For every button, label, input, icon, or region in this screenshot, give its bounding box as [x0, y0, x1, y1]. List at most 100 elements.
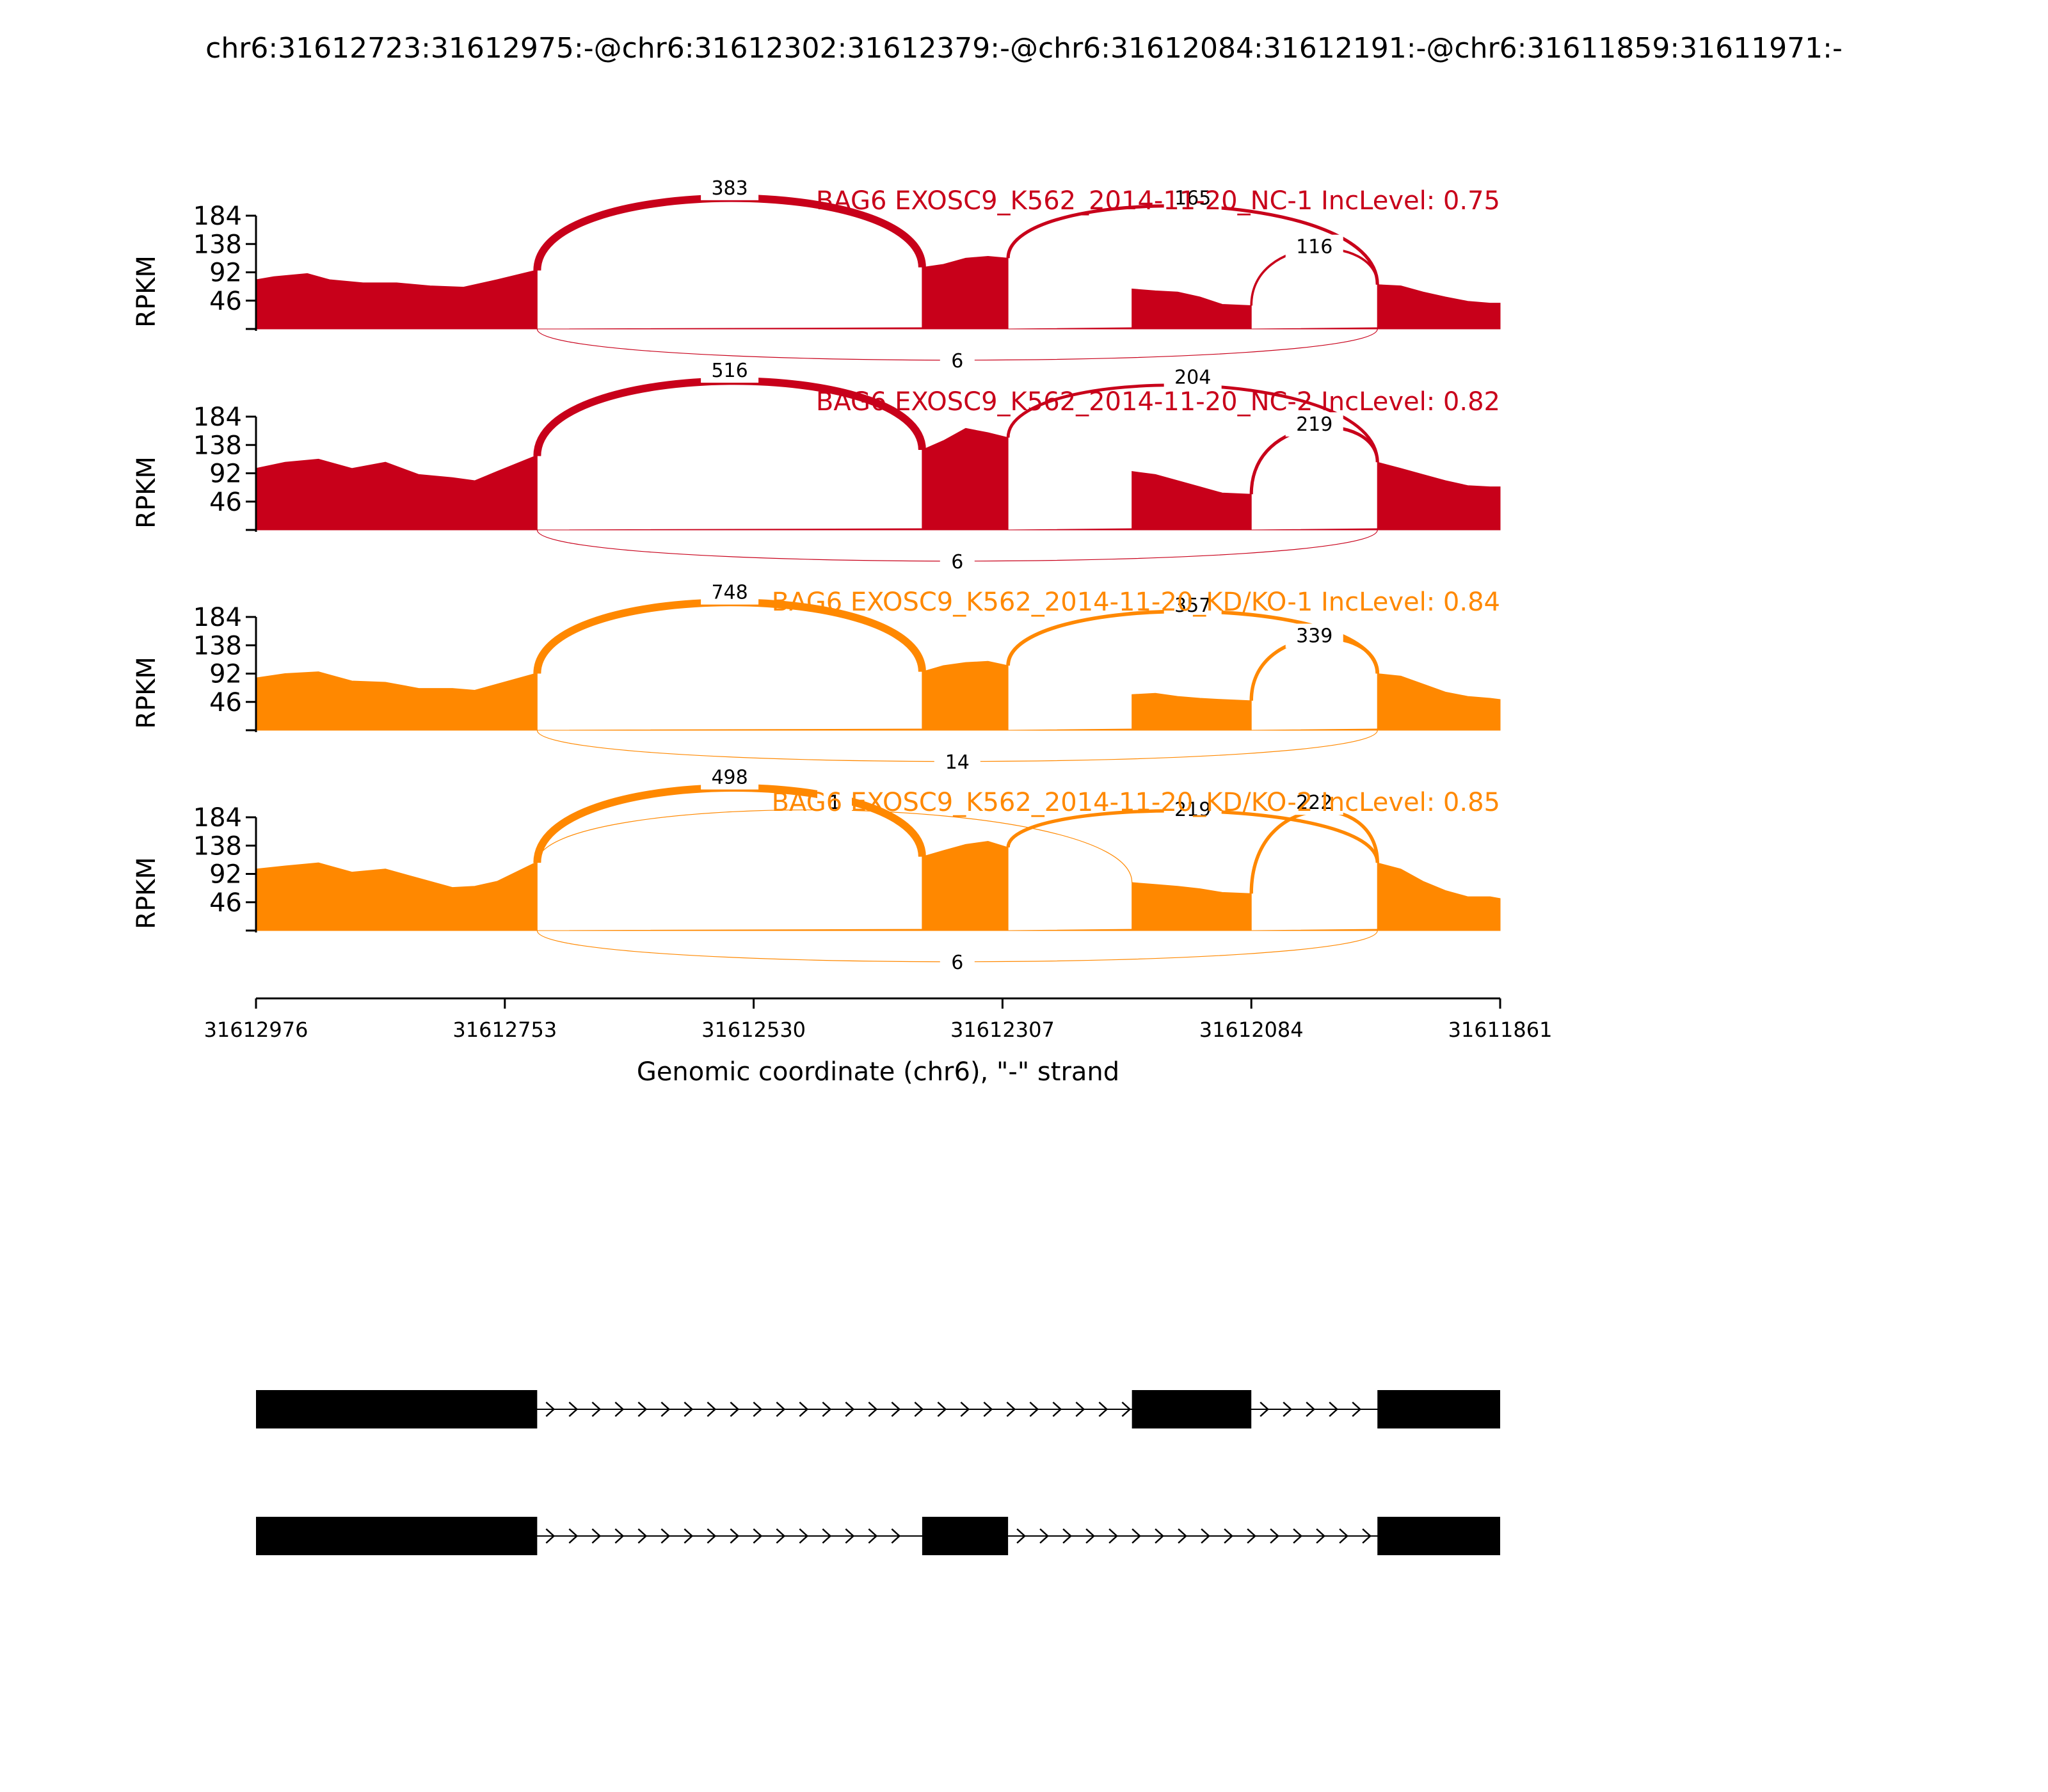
strand-arrow — [1352, 1402, 1362, 1417]
strand-arrow — [1201, 1528, 1210, 1544]
strand-arrow — [1132, 1528, 1141, 1544]
junction-count-label: 748 — [711, 582, 748, 604]
strand-arrow — [1178, 1528, 1187, 1544]
junction-label-bg — [940, 349, 975, 373]
x-tick-label: 31612084 — [1199, 1018, 1304, 1042]
strand-arrow — [822, 1528, 832, 1544]
strand-arrow — [1283, 1402, 1293, 1417]
junction-label-bg — [701, 358, 759, 383]
junction-label-bg — [1164, 186, 1222, 211]
strand-arrow — [845, 1528, 855, 1544]
strand-arrow — [1293, 1528, 1302, 1544]
strand-arrow — [799, 1402, 809, 1417]
strand-arrow — [1085, 1528, 1095, 1544]
y-tick-label: 184 — [193, 603, 242, 632]
junction-label-bg — [1164, 593, 1222, 618]
strand-arrow — [660, 1402, 671, 1417]
strand-arrow — [707, 1402, 717, 1417]
x-tick-label: 31611861 — [1448, 1018, 1553, 1042]
coverage-area — [255, 660, 1501, 731]
y-axis-label: RPKM — [132, 857, 161, 929]
strand-arrow — [868, 1402, 878, 1417]
y-tick-label: 138 — [193, 230, 242, 259]
strand-arrow — [1062, 1528, 1072, 1544]
strand-arrow — [730, 1528, 740, 1544]
strand-arrow — [568, 1528, 579, 1544]
x-tick-label: 31612976 — [204, 1018, 308, 1042]
junction-arc — [1249, 425, 1379, 495]
sample-title: BAG6 EXOSC9_K562_2014-11-20_NC-1 IncLeve… — [816, 186, 1500, 216]
junction-count-label: 165 — [1174, 187, 1211, 209]
exon-block — [922, 1517, 1009, 1555]
strand-arrow — [1316, 1528, 1325, 1544]
junction-label-bg — [934, 750, 980, 774]
coverage-area — [255, 428, 1501, 531]
sample-title: BAG6 EXOSC9_K562_2014-11-20_KD/KO-2 IncL… — [772, 788, 1500, 817]
strand-arrow — [1016, 1528, 1026, 1544]
strand-arrow — [591, 1402, 602, 1417]
y-tick-label: 46 — [209, 488, 242, 517]
strand-arrow — [1247, 1528, 1256, 1544]
y-axis-label: RPKM — [132, 456, 161, 529]
junction-count-label: 14 — [945, 751, 970, 774]
strand-arrow — [1362, 1528, 1372, 1544]
junction-count-label: 339 — [1296, 625, 1332, 648]
junction-label-bg — [701, 175, 759, 200]
coverage-area — [255, 841, 1501, 931]
y-tick-label: 46 — [209, 888, 242, 918]
strand-arrow — [753, 1528, 763, 1544]
junction-label-bg — [1285, 623, 1343, 648]
y-tick-label: 92 — [209, 860, 242, 890]
strand-arrow — [614, 1402, 625, 1417]
strand-arrow — [822, 1402, 832, 1417]
junction-count-label: 6 — [951, 952, 963, 974]
x-tick-label: 31612307 — [950, 1018, 1055, 1042]
strand-arrow — [1155, 1528, 1164, 1544]
strand-arrow — [568, 1402, 579, 1417]
junction-label-bg — [940, 550, 975, 574]
strand-arrow — [707, 1528, 717, 1544]
strand-arrow — [983, 1402, 993, 1417]
y-tick-label: 92 — [209, 660, 242, 689]
junction-arc — [536, 809, 1133, 883]
strand-arrow — [799, 1528, 809, 1544]
exon-block — [1132, 1390, 1252, 1428]
strand-arrow — [914, 1402, 924, 1417]
y-tick-label: 92 — [209, 460, 242, 489]
strand-arrow — [845, 1402, 855, 1417]
junction-count-label: 116 — [1296, 236, 1332, 259]
y-tick-label: 138 — [193, 631, 242, 660]
strand-arrow — [684, 1402, 694, 1417]
strand-arrow — [1029, 1402, 1039, 1417]
junction-count-label: 6 — [951, 350, 963, 372]
junction-count-label: 219 — [1174, 799, 1211, 821]
y-tick-label: 92 — [209, 259, 242, 288]
exon-block — [1377, 1517, 1500, 1555]
junction-count-label: 1 — [828, 792, 840, 814]
strand-arrow — [591, 1528, 602, 1544]
strand-arrow — [1121, 1402, 1132, 1417]
exon-block — [256, 1517, 538, 1555]
junction-count-label: 6 — [951, 551, 963, 573]
isoform-track — [256, 1390, 1500, 1555]
strand-arrow — [891, 1402, 901, 1417]
strand-arrow — [660, 1528, 671, 1544]
strand-arrow — [753, 1402, 763, 1417]
strand-arrow — [545, 1528, 556, 1544]
y-tick-label: 184 — [193, 202, 242, 231]
junction-label-bg — [1285, 790, 1343, 815]
exon-block — [256, 1390, 538, 1428]
y-tick-label: 46 — [209, 688, 242, 717]
junction-count-label: 219 — [1296, 413, 1332, 436]
strand-arrow — [684, 1528, 694, 1544]
strand-arrow — [637, 1402, 648, 1417]
junction-count-label: 498 — [711, 767, 748, 789]
coverage-area — [255, 255, 1501, 330]
sample-title: BAG6 EXOSC9_K562_2014-11-20_NC-2 IncLeve… — [816, 387, 1500, 417]
junction-count-label: 222 — [1296, 792, 1332, 814]
x-tick-label: 31612530 — [701, 1018, 806, 1042]
